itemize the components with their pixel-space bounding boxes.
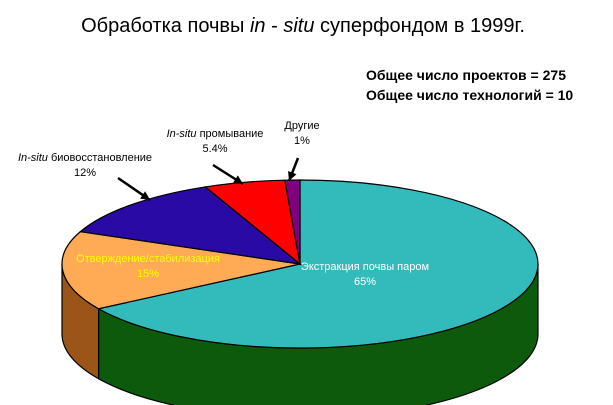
pie-slice-steam [96,179,539,349]
slice-label-bio: In-situ биовосстановление [18,152,152,164]
slice-label-stab: Отверждение/стабилизация [76,253,220,265]
slice-value-bio: 12% [74,167,96,179]
title-part: Обработка почвы [81,15,250,37]
title-part: - [266,15,284,37]
arrowhead-flush [232,175,243,184]
slice-label-text: Другие [284,120,319,132]
pie-slice-other [284,179,301,265]
slice-value-stab: 15% [137,268,159,280]
slice-label-text: промывание [197,128,264,140]
slice-label-prefix: In-situ [18,152,48,164]
title-part: situ [283,15,314,37]
slice-label-prefix: In-situ [167,128,197,140]
slice-label-text: биовосстановление [48,152,152,164]
technologies-count-text: Общее число технологий = 10 [366,87,573,103]
slice-label-other: Другие [284,120,319,132]
pie-slice-stab [61,230,301,310]
chart-title: Обработка почвы in - situ суперфондом в … [81,15,525,37]
pie-slice-bio [79,186,303,265]
slice-label-flush: In-situ промывание [167,128,264,140]
slice-label-text: Экстракция почвы паром [301,261,429,273]
title-part: суперфондом в 1999г. [314,15,524,37]
slice-label-steam: Экстракция почвы паром [301,261,429,273]
slice-label-text: Отверждение/стабилизация [76,253,220,265]
arrowhead-other [288,170,297,181]
arrowhead-bio [140,191,150,200]
projects-count-text: Общее число проектов = 275 [366,67,566,83]
slice-value-flush: 5.4% [202,143,227,155]
slice-value-steam: 65% [354,276,376,288]
slice-value-other: 1% [294,135,310,147]
title-part: in [250,15,266,37]
